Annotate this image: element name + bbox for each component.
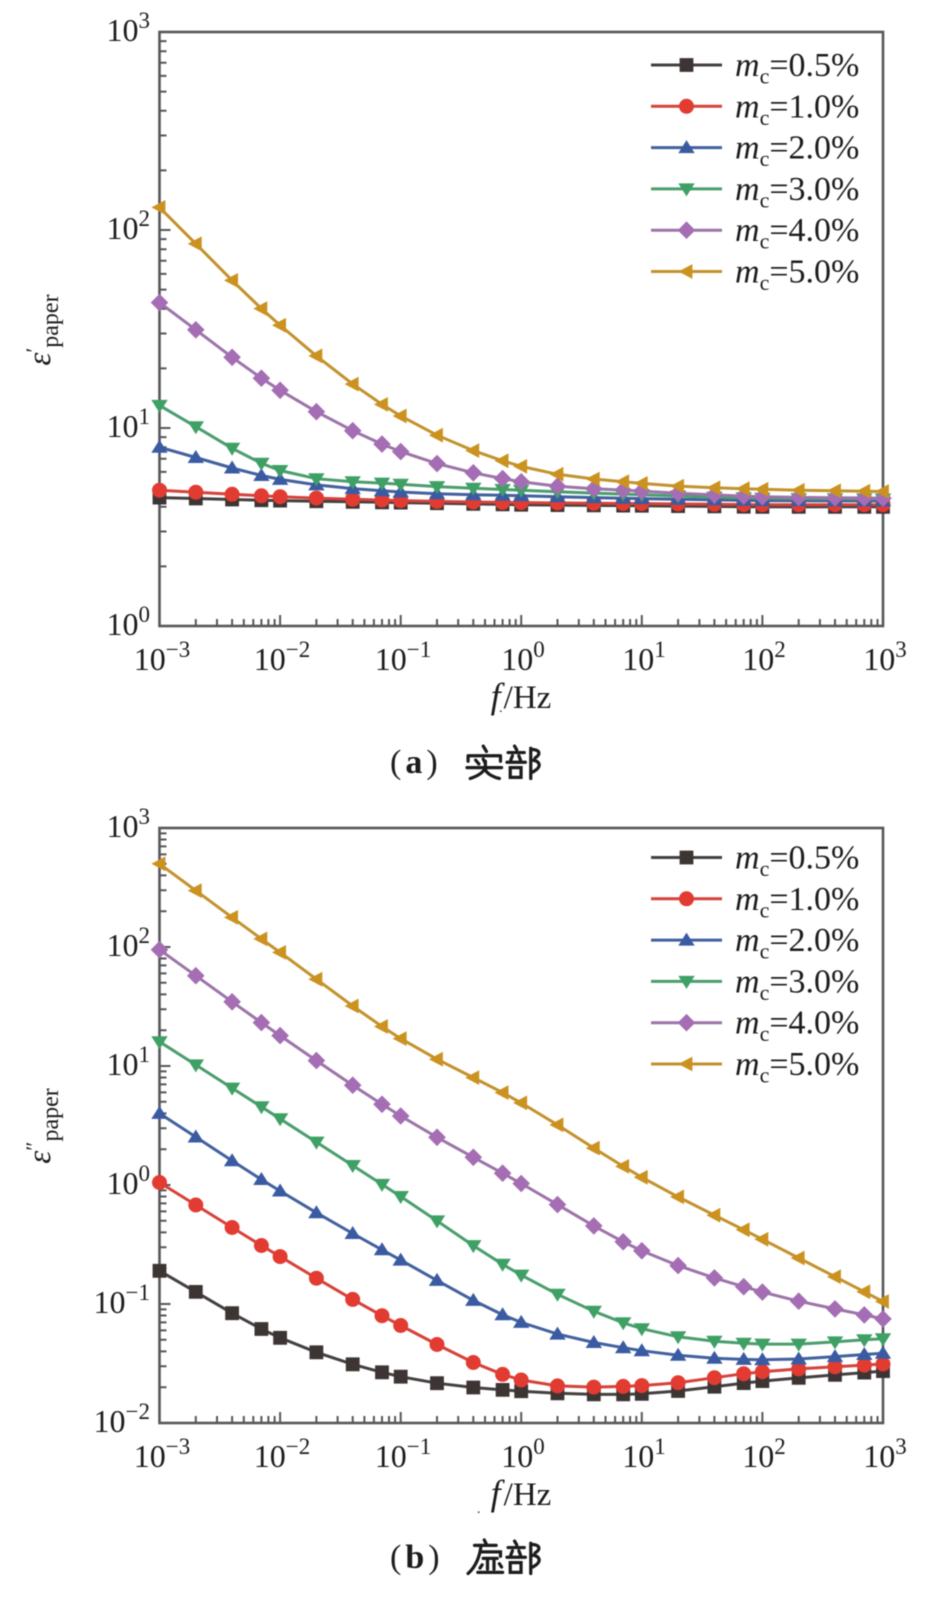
svg-text:mc=5.0%: mc=5.0% <box>735 1046 859 1088</box>
svg-text:ε″paper: ε″paper <box>21 1088 64 1163</box>
svg-text:103: 103 <box>863 1434 907 1474</box>
svg-text:mc=0.5%: mc=0.5% <box>735 840 859 882</box>
svg-text:mc=1.0%: mc=1.0% <box>735 88 859 130</box>
svg-text:10−1: 10−1 <box>375 1434 431 1474</box>
svg-text:mc=3.0%: mc=3.0% <box>735 171 859 213</box>
svg-text:(a): (a) <box>390 744 438 781</box>
svg-text:mc=1.0%: mc=1.0% <box>735 881 859 923</box>
svg-text:ε′paper: ε′paper <box>21 294 64 365</box>
svg-text:.: . <box>499 701 503 716</box>
svg-text:mc=3.0%: mc=3.0% <box>735 963 859 1005</box>
svg-text:103: 103 <box>107 8 151 48</box>
svg-text:100: 100 <box>107 602 151 642</box>
svg-text:mc=4.0%: mc=4.0% <box>735 212 859 254</box>
svg-text:mc=4.0%: mc=4.0% <box>735 1005 859 1047</box>
svg-text:100: 100 <box>501 1434 545 1474</box>
svg-text:.: . <box>477 1502 481 1517</box>
svg-text:mc=5.0%: mc=5.0% <box>735 254 859 296</box>
svg-text:f/Hz: f/Hz <box>491 1473 552 1513</box>
svg-text:f/Hz: f/Hz <box>491 676 552 716</box>
svg-text:mc=2.0%: mc=2.0% <box>735 922 859 964</box>
svg-text:(b): (b) <box>390 1539 440 1576</box>
svg-text:mc=0.5%: mc=0.5% <box>735 47 859 89</box>
svg-text:101: 101 <box>622 1434 666 1474</box>
svg-text:mc=2.0%: mc=2.0% <box>735 130 859 172</box>
